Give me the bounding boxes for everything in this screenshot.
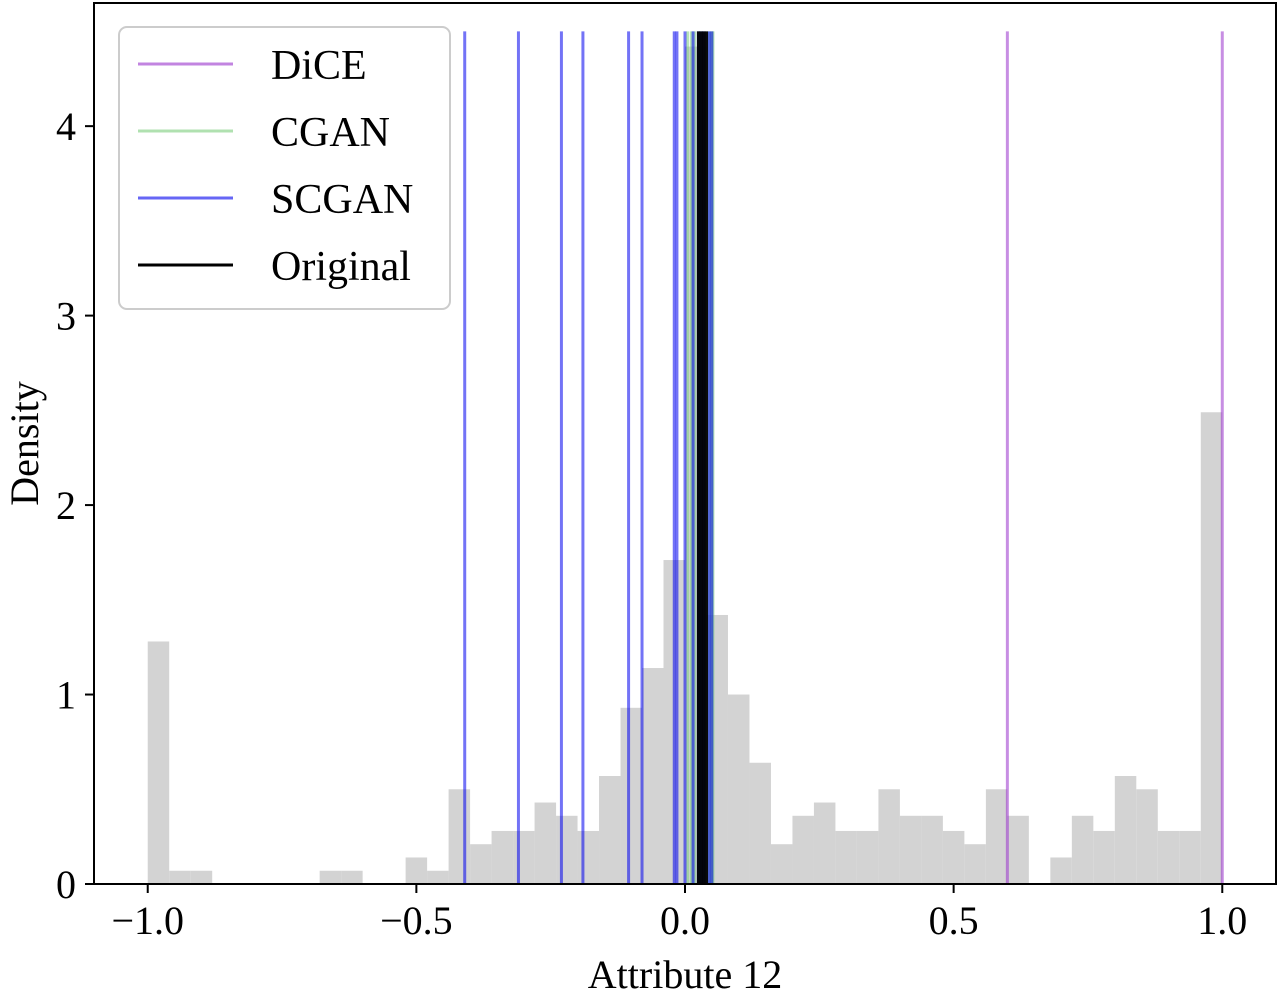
histogram-bar xyxy=(190,870,213,884)
histogram-bar xyxy=(921,815,943,884)
histogram-bar xyxy=(878,789,900,884)
x-tick-label: 0.0 xyxy=(660,898,710,943)
x-axis: −1.0 −0.5 0.0 0.5 1.0 xyxy=(111,884,1247,943)
histogram-bar xyxy=(942,830,965,884)
histogram-bar xyxy=(169,870,191,884)
y-tick-label: 2 xyxy=(56,483,76,528)
histogram-bar xyxy=(1007,815,1029,884)
histogram-bar xyxy=(642,668,664,884)
x-axis-label: Attribute 12 xyxy=(588,952,782,991)
y-axis-label: Density xyxy=(2,381,47,505)
histogram-bar xyxy=(491,830,514,884)
histogram-bar xyxy=(856,830,879,884)
histogram-bar xyxy=(1093,830,1115,884)
histogram-bar xyxy=(1157,830,1180,884)
counterfactual-lines xyxy=(463,31,1224,884)
histogram-bar xyxy=(985,789,1008,884)
histogram-bar xyxy=(1071,815,1094,884)
histogram-bar xyxy=(749,762,771,884)
histogram-bar xyxy=(534,802,557,884)
histogram-bar xyxy=(448,789,471,884)
legend-label-scgan: SCGAN xyxy=(271,177,413,223)
histogram-bar xyxy=(727,694,750,884)
histogram-bar xyxy=(1136,789,1158,884)
histogram-bar xyxy=(405,857,428,884)
legend: DiCE CGAN SCGAN Original xyxy=(118,26,451,310)
histogram-bar xyxy=(792,815,814,884)
histogram-bar xyxy=(620,707,643,884)
y-tick-label: 0 xyxy=(56,862,76,907)
histogram-bar xyxy=(770,844,793,884)
y-tick-label: 1 xyxy=(56,673,76,718)
histogram-bar xyxy=(599,776,621,884)
histogram-bar xyxy=(341,870,363,884)
histogram-bar xyxy=(899,815,922,884)
histogram-bar xyxy=(319,870,342,884)
histogram-bar xyxy=(577,830,600,884)
histogram-bar xyxy=(147,641,170,884)
histogram-bar xyxy=(470,844,492,884)
histogram-bar xyxy=(556,815,578,884)
histogram-bar xyxy=(813,802,836,884)
legend-box xyxy=(118,26,451,310)
histogram-bar xyxy=(964,844,986,884)
y-axis: 0 1 2 3 4 xyxy=(56,104,94,907)
histogram-bar xyxy=(835,830,857,884)
histogram-bar xyxy=(1179,830,1201,884)
y-tick-label: 4 xyxy=(56,104,76,149)
histogram-bar xyxy=(1200,412,1223,884)
histogram-bar xyxy=(1050,857,1072,884)
legend-label-cgan: CGAN xyxy=(271,110,390,156)
x-tick-label: −0.5 xyxy=(380,898,453,943)
histogram-bar xyxy=(1114,776,1137,884)
histogram-bar xyxy=(513,830,535,884)
histogram-bar xyxy=(427,870,449,884)
legend-label-original: Original xyxy=(271,244,411,290)
x-tick-label: 0.5 xyxy=(929,898,979,943)
x-tick-label: −1.0 xyxy=(111,898,184,943)
x-tick-label: 1.0 xyxy=(1197,898,1247,943)
legend-label-dice: DiCE xyxy=(271,43,367,89)
y-tick-label: 3 xyxy=(56,294,76,339)
